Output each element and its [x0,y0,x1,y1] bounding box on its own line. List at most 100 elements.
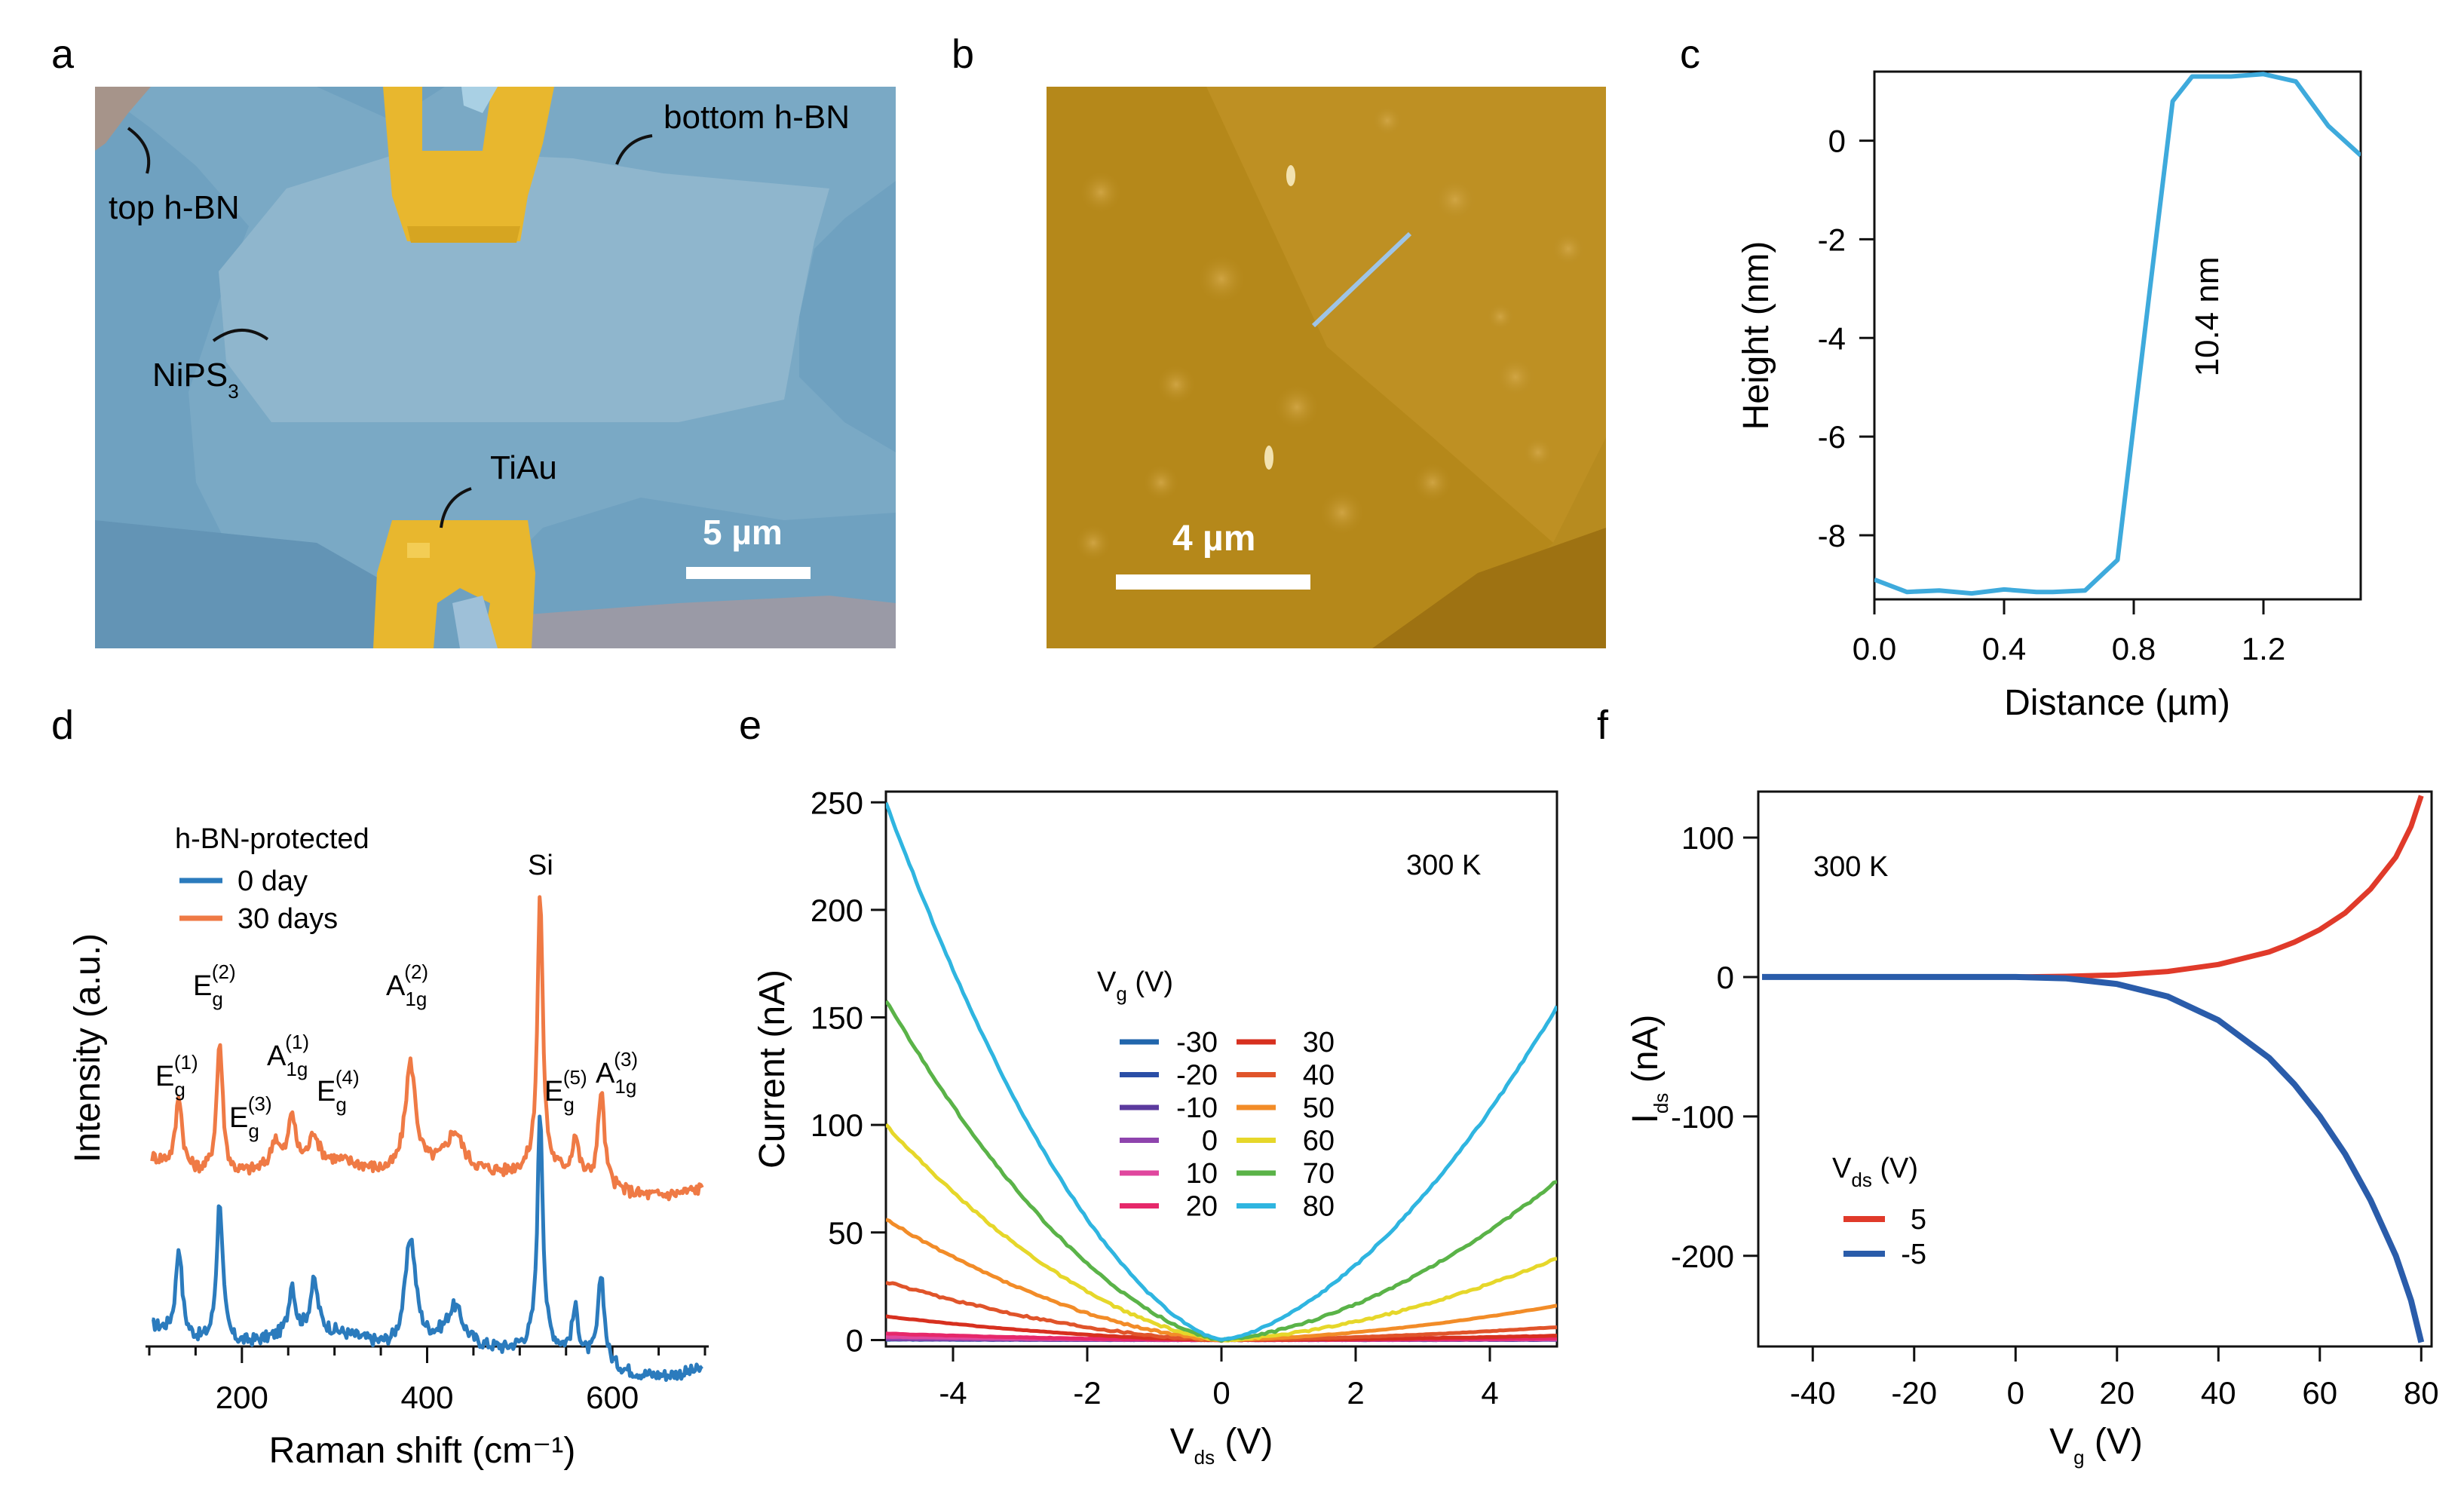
panel-b: b [952,32,1606,648]
x-tick-label-c: 0.4 [1982,631,2026,666]
niPS3-pointer [212,329,269,342]
panel-letter-d: d [51,703,74,748]
sem-image: top h-BN bottom h-BN NiPS3 TiAu 5 µm [95,87,896,648]
y-tick-label-e: 100 [811,1107,863,1143]
y-tick-label-f: 100 [1681,820,1734,856]
x-axis-title-f: Vg (V) [2049,1422,2143,1469]
x-axis-title-e: Vds (V) [1170,1422,1273,1469]
scalebar-b [1116,574,1310,590]
legend-label-e: 20 [1186,1191,1218,1223]
y-tick-label-c: 0 [1828,124,1846,159]
bottom-hbn-label: bottom h-BN [664,99,850,136]
scalebar-a-label: 5 µm [703,513,783,552]
x-axis-title-c: Distance (µm) [2004,683,2230,723]
y-ticks-e: 0 50 100 150 200 250 [811,785,886,1358]
iv-curves [886,801,1557,1343]
height-annotation: 10.4 nm [2189,257,2226,377]
x-tick-label-f: -20 [1891,1375,1937,1411]
y-tick-label-c: -2 [1818,222,1846,257]
corner-region [95,87,151,151]
legend-label-e: 0 [1202,1126,1218,1157]
legend-label-e: 80 [1303,1191,1335,1223]
x-tick-label-e: 4 [1481,1375,1498,1411]
x-tick-label-c: 0.0 [1853,631,1896,666]
iv-series-80 [886,801,1557,1342]
panel-letter-f: f [1597,703,1609,748]
afm-image: 4 µm [1047,87,1606,648]
top-hbn-label: top h-BN [109,189,240,226]
afm-upper-region [1206,87,1606,543]
panel-c: c 0.0 0.4 0.8 1.2 0 -2 -4 -6 -8 Distance (µm) H… [1680,32,2362,723]
bottom-hbn-pointer [615,134,653,165]
legend-label-0day: 0 day [238,865,308,897]
tiau-pointer [440,487,472,528]
y-tick-label-c: -8 [1818,518,1846,553]
iv-series-40 [886,1280,1557,1343]
profile-series [1874,72,2361,596]
x-tick-label-f: 20 [2099,1375,2135,1411]
lower-left-region [95,520,422,648]
x-tick-label-f: -40 [1790,1375,1836,1411]
x-tick-label-d: 600 [586,1380,639,1415]
niPS3-label: NiPS3 [152,357,239,403]
afm-dark-region [1372,528,1606,648]
y-tick-label-f: 0 [1717,960,1734,995]
peak-label: Eg(3) [229,1092,272,1142]
peak-label: A1g(3) [596,1048,638,1098]
bottom-electrode [373,520,535,648]
y-axis-title-d: Intensity (a.u.) [68,933,108,1163]
legend-d: h-BN-protected 0 day 30 days [175,823,369,935]
y-tick-label-f: -200 [1671,1239,1734,1274]
legend-label-e: 60 [1303,1126,1335,1157]
iv-series-50 [886,1218,1557,1342]
scalebar-a [686,567,811,579]
temperature-f: 300 K [1813,851,1888,883]
raman-series-1 [150,895,704,1202]
x-axis-title-d: Raman shift (cm⁻¹) [269,1431,576,1471]
niPS3-flake [219,151,829,422]
y-tick-label-e: 50 [828,1215,863,1251]
peak-label: Si [528,850,553,881]
legend-label-e: 10 [1186,1158,1218,1190]
legend-label-e: -10 [1176,1092,1218,1124]
y-ticks-c: 0 -2 -4 -6 -8 [1818,124,1874,553]
legend-label-e: 50 [1303,1092,1335,1124]
peak-labels: Eg(1) Eg(2) Eg(3) A1g(1)Eg(4) A1g(2) Si Eg(5) A… [155,850,638,1142]
legend-label-e: 70 [1303,1158,1335,1190]
afm-flake-region [1047,87,1553,648]
transfer-series-5 [1762,795,2424,980]
legend-f: Vds (V) 5-5 [1832,1153,1926,1270]
x-tick-label-d: 200 [216,1380,268,1415]
legend-title-d: h-BN-protected [175,823,369,855]
y-tick-label-c: -6 [1818,419,1846,455]
x-tick-label-e: -2 [1073,1375,1101,1411]
peak-label: Eg(5) [544,1066,587,1116]
legend-label-f: -5 [1901,1239,1926,1270]
y-tick-label-e: 250 [811,785,863,820]
legend-title-f: Vds (V) [1832,1153,1918,1191]
x-tick-label-e: -4 [939,1375,967,1411]
legend-label-e: -20 [1176,1060,1218,1092]
x-tick-label-f: 80 [2404,1375,2439,1411]
peak-label: Eg(4) [317,1066,360,1116]
scalebar-b-label: 4 µm [1172,519,1255,559]
peak-label: A1g(2) [386,960,428,1010]
x-ticks-d: 200 400 600 [148,1346,706,1415]
afm-blobs [1075,104,1586,561]
x-ticks-c: 0.0 0.4 0.8 1.2 [1853,599,2285,666]
y-tick-label-c: -4 [1818,320,1846,356]
y-tick-label-e: 200 [811,893,863,928]
raman-series-0 [152,1114,703,1382]
legend-label-30days: 30 days [238,903,338,935]
transfer-series--5 [1762,973,2425,1343]
lower-right-region [513,596,896,648]
x-ticks-f: -40 -20 0 20 40 60 80 [1790,1346,2439,1411]
temperature-e: 300 K [1406,850,1481,881]
y-axis-title-c: Height (nm) [1736,241,1776,430]
x-tick-label-c: 0.8 [2112,631,2156,666]
panel-d: d 200 400 600 Eg(1) Eg(2) Eg(3) A1g(1)Eg(4) A1… [51,703,709,1471]
legend-title-e: Vg (V) [1097,967,1173,1005]
